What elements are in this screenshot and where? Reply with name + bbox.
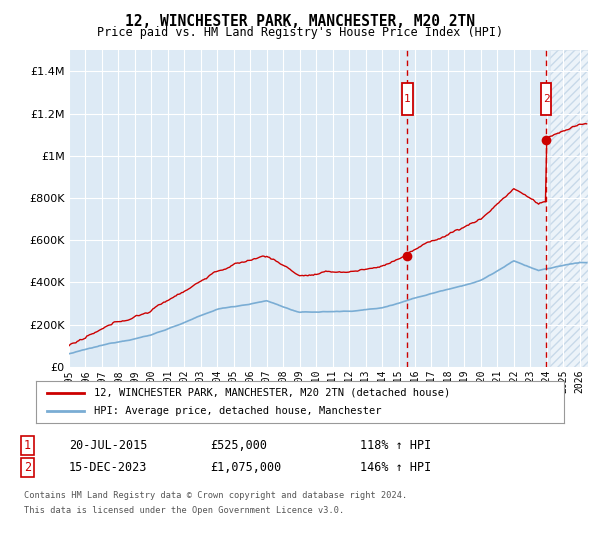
Text: This data is licensed under the Open Government Licence v3.0.: This data is licensed under the Open Gov… [24,506,344,515]
Text: 12, WINCHESTER PARK, MANCHESTER, M20 2TN: 12, WINCHESTER PARK, MANCHESTER, M20 2TN [125,14,475,29]
Bar [550,50,588,367]
Text: 118% ↑ HPI: 118% ↑ HPI [360,438,431,452]
Text: 2: 2 [543,94,550,104]
Text: £525,000: £525,000 [210,438,267,452]
Bar [541,83,551,115]
Text: Contains HM Land Registry data © Crown copyright and database right 2024.: Contains HM Land Registry data © Crown c… [24,491,407,500]
Text: 20-JUL-2015: 20-JUL-2015 [69,438,148,452]
Bar [550,50,588,367]
Text: 12, WINCHESTER PARK, MANCHESTER, M20 2TN (detached house): 12, WINCHESTER PARK, MANCHESTER, M20 2TN… [94,388,451,398]
Bar [402,83,413,115]
Text: 2: 2 [24,461,31,474]
Text: 15-DEC-2023: 15-DEC-2023 [69,461,148,474]
Text: Price paid vs. HM Land Registry's House Price Index (HPI): Price paid vs. HM Land Registry's House … [97,26,503,39]
Text: 1: 1 [404,94,411,104]
Text: HPI: Average price, detached house, Manchester: HPI: Average price, detached house, Manc… [94,406,382,416]
Text: 1: 1 [24,438,31,452]
Text: 146% ↑ HPI: 146% ↑ HPI [360,461,431,474]
Text: £1,075,000: £1,075,000 [210,461,281,474]
